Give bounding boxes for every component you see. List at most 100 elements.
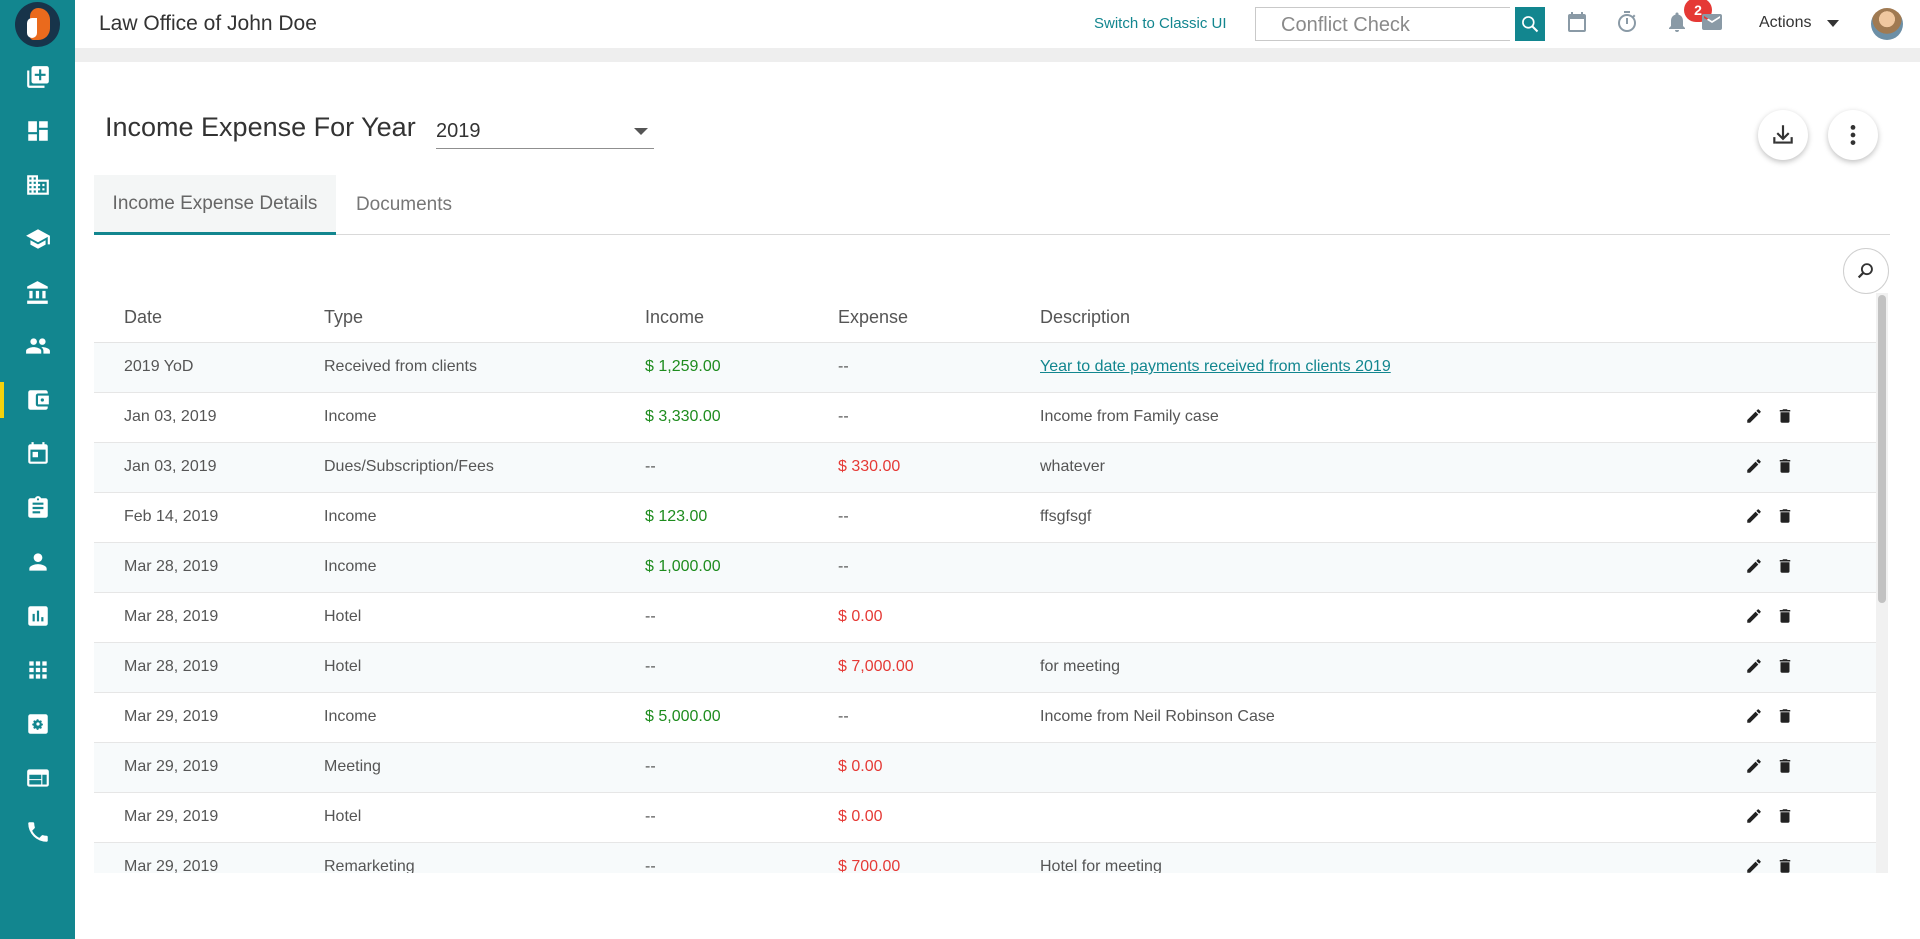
- top-bar: Law Office of John Doe Switch to Classic…: [75, 0, 1920, 48]
- apps-icon: [28, 661, 47, 679]
- cell-date: Mar 28, 2019: [124, 608, 219, 625]
- notifications-bell-icon[interactable]: [1663, 8, 1691, 36]
- cell-type: Hotel: [324, 658, 362, 675]
- edit-button[interactable]: [1743, 455, 1765, 477]
- cell-date: Mar 29, 2019: [124, 708, 219, 725]
- delete-icon: [1779, 709, 1791, 723]
- search-icon: [1522, 16, 1539, 33]
- edit-button[interactable]: [1743, 855, 1765, 873]
- edit-icon: [1747, 609, 1761, 623]
- edit-button[interactable]: [1743, 805, 1765, 827]
- scrollbar-thumb[interactable]: [1878, 295, 1886, 603]
- edit-button[interactable]: [1743, 605, 1765, 627]
- cell-description: whatever: [1040, 458, 1105, 475]
- delete-button[interactable]: [1774, 655, 1796, 677]
- tab-documents[interactable]: Documents: [355, 194, 453, 215]
- sidebar-item-calendar[interactable]: [0, 434, 75, 474]
- download-button[interactable]: [1758, 110, 1808, 160]
- sidebar-item-web[interactable]: [0, 758, 75, 798]
- sidebar-item-phone[interactable]: [0, 812, 75, 852]
- edit-button[interactable]: [1743, 705, 1765, 727]
- table-scrollbar[interactable]: [1876, 293, 1888, 873]
- cell-income: $ 1,000.00: [645, 558, 721, 575]
- cell-expense: $ 0.00: [838, 758, 883, 775]
- year-value: 2019: [436, 120, 481, 142]
- more-options-button[interactable]: [1828, 110, 1878, 160]
- switch-classic-link[interactable]: Switch to Classic UI: [1094, 15, 1227, 32]
- table-row: Mar 29, 2019 Remarketing -- $ 700.00 Hotel f…: [94, 843, 1876, 873]
- delete-button[interactable]: [1774, 605, 1796, 627]
- table-search-button[interactable]: [1843, 248, 1889, 294]
- conflict-check-input[interactable]: Conflict Check: [1255, 7, 1510, 41]
- sidebar-item-school[interactable]: [0, 219, 75, 259]
- delete-button[interactable]: [1774, 455, 1796, 477]
- sidebar-item-business[interactable]: [0, 165, 75, 205]
- edit-button[interactable]: [1743, 555, 1765, 577]
- sidebar-item-add-box[interactable]: [0, 57, 75, 97]
- cell-description: for meeting: [1040, 658, 1121, 675]
- edit-button[interactable]: [1743, 655, 1765, 677]
- year-select[interactable]: 2019: [436, 115, 654, 149]
- tab-income-expense-details[interactable]: Income Expense Details: [94, 175, 336, 235]
- sidebar-item-clipboard[interactable]: [0, 488, 75, 528]
- column-header-description: Description: [1040, 307, 1131, 327]
- table-row: 2019 YoD Received from clients $ 1,259.00 -…: [94, 343, 1876, 393]
- delete-button[interactable]: [1774, 755, 1796, 777]
- sidebar-item-bar-chart[interactable]: [0, 596, 75, 636]
- cell-type: Hotel: [324, 808, 362, 825]
- table-row: Feb 14, 2019 Income $ 123.00 -- ffsgfsgf: [94, 493, 1876, 543]
- app-logo[interactable]: [15, 2, 60, 47]
- people-icon: [25, 338, 50, 354]
- cell-income: --: [645, 658, 656, 675]
- edit-button[interactable]: [1743, 405, 1765, 427]
- delete-button[interactable]: [1774, 555, 1796, 577]
- calendar-top-icon[interactable]: [1563, 8, 1591, 36]
- edit-icon: [1747, 859, 1761, 873]
- delete-icon: [1779, 609, 1791, 623]
- cell-expense: --: [838, 708, 849, 725]
- sidebar-item-apps[interactable]: [0, 650, 75, 690]
- cell-type: Dues/Subscription/Fees: [324, 458, 494, 475]
- delete-icon: [1779, 509, 1791, 523]
- cell-type: Meeting: [324, 758, 381, 775]
- column-header-type: Type: [324, 307, 364, 327]
- delete-button[interactable]: [1774, 855, 1796, 873]
- actions-menu[interactable]: Actions: [1759, 14, 1812, 31]
- sidebar-item-wallet[interactable]: [0, 380, 75, 420]
- edit-button[interactable]: [1743, 505, 1765, 527]
- table-header: Date Type Income Expense Description: [94, 293, 1876, 343]
- firm-name: Law Office of John Doe: [99, 12, 317, 35]
- delete-button[interactable]: [1774, 505, 1796, 527]
- edit-icon: [1747, 409, 1761, 423]
- cell-income: $ 5,000.00: [645, 708, 721, 725]
- table-row: Mar 29, 2019 Income $ 5,000.00 -- Income fro…: [94, 693, 1876, 743]
- delete-button[interactable]: [1774, 405, 1796, 427]
- cell-expense: $ 0.00: [838, 608, 883, 625]
- sidebar-item-person[interactable]: [0, 542, 75, 582]
- cell-expense: --: [838, 558, 849, 575]
- wallet-icon: [27, 390, 49, 410]
- sidebar-item-settings[interactable]: [0, 704, 75, 744]
- cell-expense: $ 330.00: [838, 458, 901, 475]
- timer-icon[interactable]: [1613, 8, 1641, 36]
- mail-icon[interactable]: [1698, 8, 1726, 36]
- sidebar-item-people[interactable]: [0, 326, 75, 366]
- school-icon: [25, 229, 50, 249]
- delete-button[interactable]: [1774, 805, 1796, 827]
- cell-description: Income from Neil Robinson Case: [1040, 708, 1275, 725]
- column-header-date: Date: [124, 307, 163, 327]
- cell-income: --: [645, 758, 656, 775]
- sidebar-item-bank[interactable]: [0, 273, 75, 313]
- sidebar-item-dashboard[interactable]: [0, 111, 75, 151]
- cell-description: ffsgfsgf: [1040, 508, 1092, 525]
- cell-date: Mar 29, 2019: [124, 858, 219, 873]
- conflict-search-button[interactable]: [1515, 7, 1545, 41]
- edit-icon: [1747, 559, 1761, 573]
- delete-button[interactable]: [1774, 705, 1796, 727]
- cell-type: Income: [324, 708, 377, 725]
- web-icon: [26, 769, 49, 787]
- delete-icon: [1779, 409, 1791, 423]
- edit-button[interactable]: [1743, 755, 1765, 777]
- user-avatar[interactable]: [1871, 8, 1903, 40]
- cell-description-link[interactable]: Year to date payments received from clie…: [1040, 358, 1391, 375]
